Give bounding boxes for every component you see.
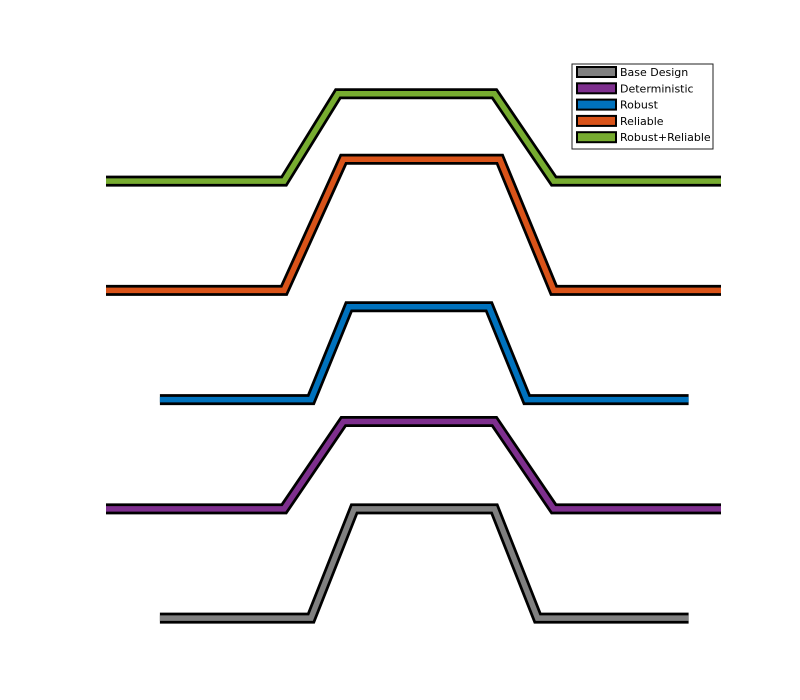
series-layer (106, 88, 721, 624)
legend-label-3: Reliable (620, 115, 664, 128)
legend-swatch-3 (576, 114, 617, 127)
legend-label-0: Base Design (620, 66, 688, 79)
series-outline-0 (159, 503, 689, 624)
series-1 (106, 416, 721, 515)
series-3 (106, 153, 721, 296)
legend-label-1: Deterministic (620, 82, 694, 95)
series-line-3 (106, 156, 721, 294)
legend-label-2: Robust (620, 99, 659, 112)
series-line-4 (106, 90, 721, 184)
legend: Base Design Deterministic Robust Reliable Ro… (571, 63, 714, 150)
series-2 (159, 301, 689, 406)
series-4 (106, 88, 721, 187)
series-outline-1 (106, 416, 721, 515)
series-outline-2 (159, 301, 689, 406)
legend-entries: Base Design Deterministic Robust Reliable Ro… (576, 66, 711, 144)
legend-swatch-4 (576, 131, 617, 144)
series-line-2 (159, 304, 689, 403)
legend-swatch-0 (576, 66, 617, 78)
legend-swatch-2 (576, 98, 617, 111)
legend-swatch-1 (576, 82, 617, 95)
series-0 (159, 503, 689, 624)
series-line-1 (106, 418, 721, 512)
series-line-0 (159, 506, 689, 621)
legend-label-4: Robust+Reliable (620, 131, 711, 144)
